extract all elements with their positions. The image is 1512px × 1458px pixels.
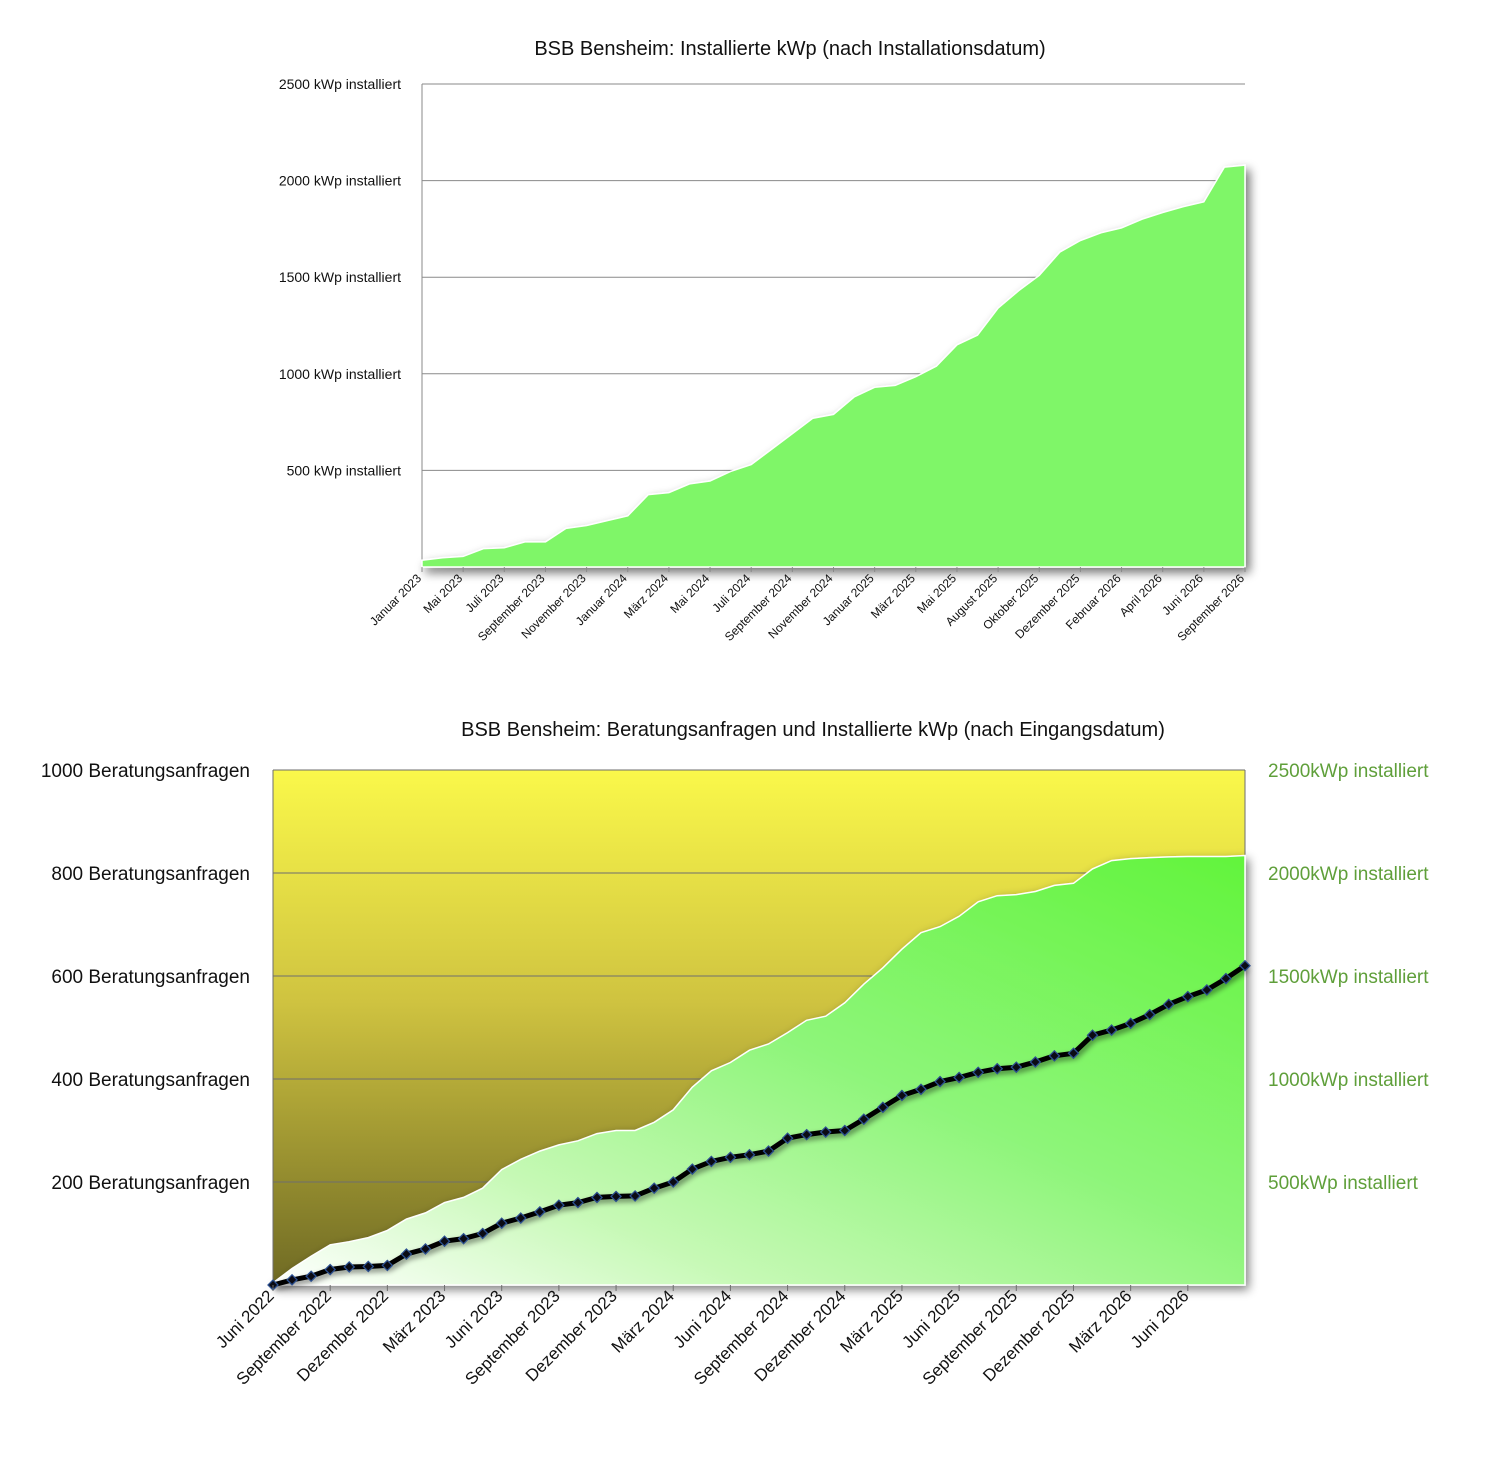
- chart2-data-point: [972, 1066, 985, 1079]
- chart2-x-tick-label: März 2023: [379, 1286, 449, 1356]
- chart2-data-point: [514, 1212, 527, 1224]
- chart2-data-point: [1220, 972, 1232, 985]
- chart2-data-point: [724, 1151, 737, 1164]
- chart2-data-point: [438, 1235, 451, 1248]
- installed-kwp-chart: BSB Bensheim: Installierte kWp (nach Ins…: [279, 38, 1248, 644]
- chart2-data-point: [1105, 1024, 1118, 1036]
- chart2-data-point: [457, 1232, 470, 1245]
- chart1-y-tick-label: 2000 kWp installiert: [279, 173, 401, 189]
- chart2-data-point: [533, 1205, 546, 1218]
- chart1-area-fill: [421, 164, 1246, 568]
- chart2-data-point: [1010, 1061, 1023, 1074]
- chart2-data-point: [476, 1227, 489, 1240]
- chart2-data-point: [419, 1243, 432, 1255]
- chart2-data-point: [743, 1148, 756, 1161]
- chart2-data-point: [876, 1101, 889, 1114]
- chart1-y-tick-label: 2500 kWp installiert: [279, 76, 401, 92]
- chart2-data-point: [381, 1259, 394, 1272]
- chart2-data-point: [1067, 1047, 1080, 1060]
- chart2-data-point: [286, 1273, 298, 1286]
- requests-and-kwp-chart: BSB Bensheim: Beratungsanfragen und Inst…: [41, 719, 1429, 1389]
- chart2-left-tick-label: 400 Beratungsanfragen: [51, 1070, 250, 1091]
- chart1-x-tick-label: Mai 2024: [667, 571, 712, 616]
- chart2-left-tick-label: 600 Beratungsanfragen: [51, 967, 250, 988]
- chart2-data-point: [362, 1260, 375, 1273]
- chart2-data-point: [495, 1217, 508, 1230]
- chart2-data-point: [800, 1128, 813, 1141]
- chart2-x-tick-label: März 2026: [1065, 1286, 1135, 1356]
- chart2-data-point: [305, 1270, 318, 1283]
- chart1-y-tick-label: 1500 kWp installiert: [279, 269, 401, 285]
- chart2-kwp-area-fill: [272, 854, 1246, 1286]
- chart1-x-tick-label: Mai 2023: [420, 571, 465, 616]
- chart2-left-tick-label: 200 Beratungsanfragen: [51, 1173, 250, 1194]
- chart2-right-tick-label: 1000kWp installiert: [1268, 1070, 1429, 1091]
- chart2-data-point: [1239, 959, 1251, 972]
- chart2-data-point: [705, 1155, 718, 1168]
- chart2-right-tick-label: 2500kWp installiert: [1268, 761, 1429, 782]
- chart2-data-point: [324, 1263, 337, 1276]
- chart1-y-tick-label: 1000 kWp installiert: [279, 366, 401, 382]
- chart2-requests-line: [267, 959, 1251, 1291]
- chart1-area: [421, 164, 1246, 568]
- chart2-data-point: [1086, 1029, 1099, 1042]
- chart2-data-point: [1124, 1017, 1137, 1030]
- chart1-y-axis: 500 kWp installiert 1000 kWp installiert 1…: [279, 76, 401, 478]
- chart2-data-point: [819, 1126, 832, 1138]
- chart2-requests-polyline: [272, 963, 1247, 1288]
- chart2-right-axis: 500kWp installiert 1000kWp installiert 150…: [1268, 761, 1429, 1194]
- chart2-data-point: [781, 1132, 794, 1145]
- chart2-data-point: [552, 1199, 565, 1212]
- chart2-data-point: [1048, 1049, 1061, 1062]
- chart2-data-point: [1162, 998, 1175, 1011]
- chart2-left-tick-label: 1000 Beratungsanfragen: [41, 761, 250, 782]
- chart1-x-tick-label: März 2025: [868, 571, 918, 621]
- chart2-title: BSB Bensheim: Beratungsanfragen und Inst…: [461, 719, 1165, 741]
- chart2-data-point: [610, 1190, 622, 1203]
- chart2-data-point: [953, 1071, 966, 1084]
- chart2-right-tick-label: 2000kWp installiert: [1268, 864, 1429, 885]
- chart2-kwp-area: [272, 854, 1246, 1286]
- chart2-data-point: [762, 1145, 775, 1158]
- chart1-x-tick-label: April 2026: [1117, 571, 1165, 619]
- chart1-x-tick-label: März 2024: [621, 571, 671, 621]
- chart2-data-point: [686, 1163, 699, 1176]
- chart2-data-point: [838, 1124, 851, 1137]
- chart2-data-point: [1143, 1008, 1156, 1021]
- chart2-data-point: [991, 1062, 1004, 1075]
- chart2-right-tick-label: 500kWp installiert: [1268, 1173, 1419, 1194]
- chart2-data-point: [1029, 1056, 1042, 1068]
- chart2-x-tick-label: März 2024: [608, 1286, 678, 1356]
- chart1-title: BSB Bensheim: Installierte kWp (nach Ins…: [534, 38, 1045, 60]
- chart2-left-tick-label: 800 Beratungsanfragen: [51, 864, 250, 885]
- chart2-data-point: [629, 1189, 642, 1202]
- chart2-data-point: [343, 1261, 356, 1273]
- chart2-data-point: [591, 1191, 603, 1204]
- chart2-data-point: [648, 1182, 661, 1195]
- chart2-data-point: [896, 1089, 908, 1102]
- chart1-y-tick-label: 500 kWp installiert: [287, 462, 401, 478]
- chart2-data-point: [1181, 990, 1194, 1003]
- chart2-x-tick-label: Juni 2026: [1127, 1286, 1193, 1352]
- chart2-data-point: [857, 1113, 870, 1126]
- chart2-data-point: [572, 1196, 584, 1209]
- chart2-x-tick-label: März 2025: [837, 1286, 907, 1356]
- chart2-data-point: [400, 1248, 413, 1261]
- chart2-data-point: [934, 1075, 946, 1088]
- chart2-left-axis: 200 Beratungsanfragen 400 Beratungsanfrag…: [41, 761, 250, 1194]
- chart2-right-tick-label: 1500kWp installiert: [1268, 967, 1429, 988]
- chart2-data-point: [1200, 983, 1213, 996]
- chart1-x-tick-label: Januar 2023: [367, 571, 424, 628]
- chart2-data-point: [915, 1083, 927, 1096]
- chart2-data-point: [667, 1176, 680, 1188]
